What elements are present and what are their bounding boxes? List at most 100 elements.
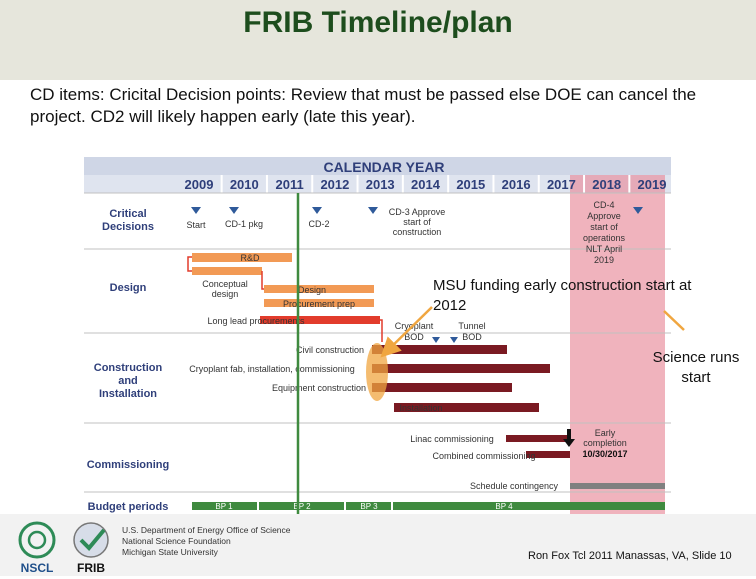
bar-equipment [372, 383, 512, 392]
tunnel-bod-label: Tunnel [458, 321, 485, 331]
row-label-budget: Budget periods [88, 501, 169, 513]
slide-title: FRIB Timeline/plan [243, 6, 513, 39]
budget-bp4 [393, 502, 665, 510]
budget-bp4-label: BP 4 [495, 502, 513, 511]
budget-bp1 [192, 502, 257, 510]
cd2-label: CD-2 [308, 219, 329, 229]
institution-nsf: National Science Foundation [122, 536, 231, 546]
bar-installation-label: Installation [399, 403, 442, 413]
year-label-2019: 2019 [638, 177, 667, 192]
bar-conceptual [192, 267, 262, 275]
svg-text:CD-4: CD-4 [593, 200, 614, 210]
row-label-construction: Construction [94, 362, 163, 374]
bar-civil-label: Civil construction [296, 345, 364, 355]
funding-highlight-ellipse [366, 343, 388, 401]
year-label-2009: 2009 [185, 177, 214, 192]
bar-contingency [570, 483, 665, 489]
svg-text:start of: start of [590, 222, 618, 232]
svg-text:completion: completion [583, 438, 627, 448]
svg-text:Approve: Approve [587, 211, 621, 221]
svg-text:operations: operations [583, 233, 626, 243]
bar-linac-label: Linac commissioning [410, 434, 494, 444]
row-label-critical-decisions-2: Decisions [102, 221, 154, 233]
bar-combined-label: Combined commissioning [432, 451, 535, 461]
calendar-year-heading: CALENDAR YEAR [323, 159, 444, 175]
cd3-label-3: construction [393, 227, 442, 237]
institution-list: U.S. Department of Energy Office of Scie… [122, 525, 291, 558]
bar-longlead [260, 316, 380, 324]
svg-text:FRIB: FRIB [77, 561, 105, 574]
frib-logo: FRIB [66, 518, 116, 575]
year-label-2018: 2018 [592, 177, 621, 192]
bar-procurement-label: Procurement prep [283, 299, 355, 309]
year-label-2016: 2016 [502, 177, 531, 192]
science-window-highlight [570, 175, 665, 514]
year-label-2017: 2017 [547, 177, 576, 192]
msu-funding-note: MSU funding early construction start at … [433, 277, 692, 314]
budget-bp3-label: BP 3 [360, 502, 378, 511]
timeline-chart: CALENDAR YEAR 2009 2010 2011 2012 2013 2014 20… [84, 157, 671, 514]
early-completion-arrow [563, 429, 575, 447]
bar-linac [506, 435, 570, 442]
early-completion-label: Early completion 10/30/2017 [582, 428, 627, 459]
cd4-label: CD-4 Approve start of operations NLT Apr… [583, 200, 626, 265]
slide-footer-text: Ron Fox Tcl 2011 Manassas, VA, Slide 10 [528, 550, 732, 562]
cd4-marker [633, 207, 643, 214]
budget-bp3 [346, 502, 391, 510]
tunnel-bod-label-2: BOD [462, 332, 482, 342]
svg-text:NLT April: NLT April [586, 244, 622, 254]
title-band [0, 0, 756, 80]
cd3-label: CD-3 Approve [389, 207, 446, 217]
tunnel-bod-marker [450, 337, 458, 343]
cryoplant-bod-label-2: BOD [404, 332, 424, 342]
bar-longlead-label: Long lead procurements [207, 316, 305, 326]
year-label-2012: 2012 [320, 177, 349, 192]
row-label-installation: Installation [99, 388, 157, 400]
bar-cryofab-label: Cryoplant fab, installation, commissioni… [189, 364, 355, 374]
svg-text:NSCL: NSCL [21, 561, 54, 574]
row-label-critical-decisions: Critical [109, 208, 146, 220]
row-label-design: Design [110, 282, 147, 294]
svg-text:2019: 2019 [594, 255, 614, 265]
budget-bp1-label: BP 1 [215, 502, 233, 511]
cd3-label-2: start of [403, 217, 431, 227]
bar-conceptual-label-2: design [212, 289, 239, 299]
cryoplant-bod-marker [432, 337, 440, 343]
year-label-2015: 2015 [456, 177, 485, 192]
cd-start-marker [191, 207, 201, 214]
institution-msu: Michigan State University [122, 547, 218, 557]
svg-text:Early: Early [595, 428, 616, 438]
bar-combined [526, 451, 570, 458]
year-label-2014: 2014 [411, 177, 441, 192]
msu-arrow [380, 306, 433, 358]
bar-rd [192, 253, 292, 262]
budget-bp2-label: BP 2 [293, 502, 311, 511]
svg-text:10/30/2017: 10/30/2017 [582, 449, 627, 459]
bar-equipment-label: Equipment construction [272, 383, 366, 393]
bar-procurement [264, 299, 374, 307]
cd2-marker [312, 207, 322, 214]
bar-civil [372, 345, 507, 354]
bar-contingency-label: Schedule contingency [470, 481, 559, 491]
year-label-2013: 2013 [366, 177, 395, 192]
science-arrow [663, 310, 685, 331]
year-labels: 2009 2010 2011 2012 2013 2014 2015 2016 2017 2018… [185, 175, 667, 193]
budget-bp2 [259, 502, 344, 510]
bar-design [264, 285, 374, 293]
bar-rd-label: R&D [240, 253, 260, 263]
row-label-commissioning: Commissioning [87, 459, 170, 471]
cd3-marker [368, 207, 378, 214]
year-label-2010: 2010 [230, 177, 259, 192]
nscl-logo: NSCL [14, 518, 60, 575]
year-label-2011: 2011 [275, 177, 303, 192]
bar-conceptual-label: Conceptual [202, 279, 248, 289]
science-runs-note: Science runs start [652, 349, 740, 386]
cd1-marker [229, 207, 239, 214]
bar-installation [394, 403, 539, 412]
cd-start-label: Start [186, 220, 206, 230]
institution-doe: U.S. Department of Energy Office of Scie… [122, 525, 291, 535]
footer-band [0, 514, 756, 576]
row-label-and: and [118, 375, 138, 387]
bar-cryofab [372, 364, 550, 373]
